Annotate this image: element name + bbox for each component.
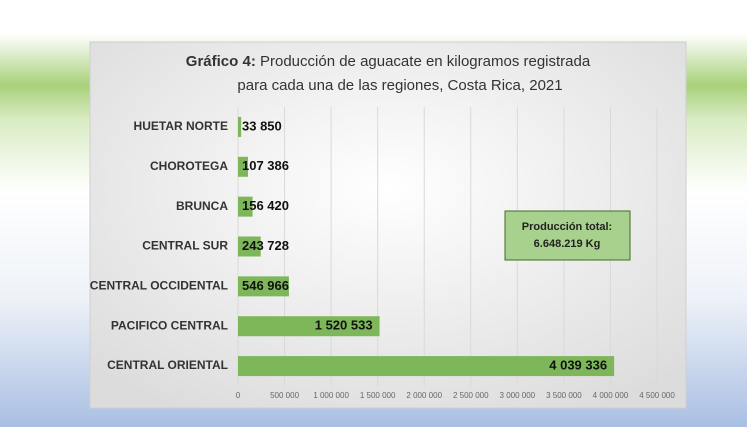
bar — [238, 196, 253, 217]
grid: 0 500 000 1 000 000 1 500 000 2 000 000 2 500… — [236, 107, 675, 400]
bar — [238, 356, 615, 377]
y-tick-label: HUETAR NORTE — [134, 119, 228, 133]
title-label: Gráfico 4: — [186, 53, 256, 70]
y-tick-label: CENTRAL ORIENTAL — [107, 358, 228, 372]
data-label: 107 386 — [242, 158, 289, 173]
y-tick-label: BRUNCA — [176, 199, 228, 213]
data-label: 1 520 533 — [315, 318, 373, 333]
x-tick-label: 0 — [236, 391, 241, 400]
bars: HUETAR NORTE 33 850 CHOROTEGA 107 386 BRUNCA… — [90, 116, 615, 377]
bar — [238, 156, 248, 177]
x-tick-label: 1 500 000 — [360, 391, 396, 400]
y-tick-label: PACIFICO CENTRAL — [111, 318, 228, 332]
x-tick-label: 4 500 000 — [639, 391, 675, 400]
data-label: 546 966 — [242, 278, 289, 293]
bar — [238, 276, 289, 297]
data-label: 243 728 — [242, 238, 289, 253]
x-tick-label: 2 000 000 — [406, 391, 442, 400]
y-tick-label: CHOROTEGA — [150, 159, 228, 173]
x-tick-label: 2 500 000 — [453, 391, 489, 400]
y-tick-label: CENTRAL OCCIDENTAL — [90, 279, 228, 293]
bar — [238, 116, 242, 137]
x-tick-label: 3 000 000 — [500, 391, 536, 400]
chart-title: Gráfico 4: Producción de aguacate en kil… — [186, 53, 591, 70]
annotation: Producción total: — [522, 221, 612, 233]
x-tick-label: 1 000 000 — [313, 391, 349, 400]
x-tick-label: 4 000 000 — [593, 391, 629, 400]
x-tick-label: 3 500 000 — [546, 391, 582, 400]
title-line: Producción de aguacate en kilogramos reg… — [260, 53, 591, 70]
chart-title: para cada una de las regiones, Costa Ric… — [237, 77, 562, 94]
bar — [238, 316, 380, 337]
y-tick-label: CENTRAL SUR — [142, 239, 228, 253]
x-tick-label: 500 000 — [270, 391, 299, 400]
annotation: 6.648.219 Kg — [534, 238, 601, 250]
data-label: 33 850 — [242, 118, 282, 133]
data-label: 156 420 — [242, 198, 289, 213]
bar — [238, 236, 261, 257]
data-label: 4 039 336 — [549, 358, 607, 373]
annotation-box — [504, 210, 631, 261]
